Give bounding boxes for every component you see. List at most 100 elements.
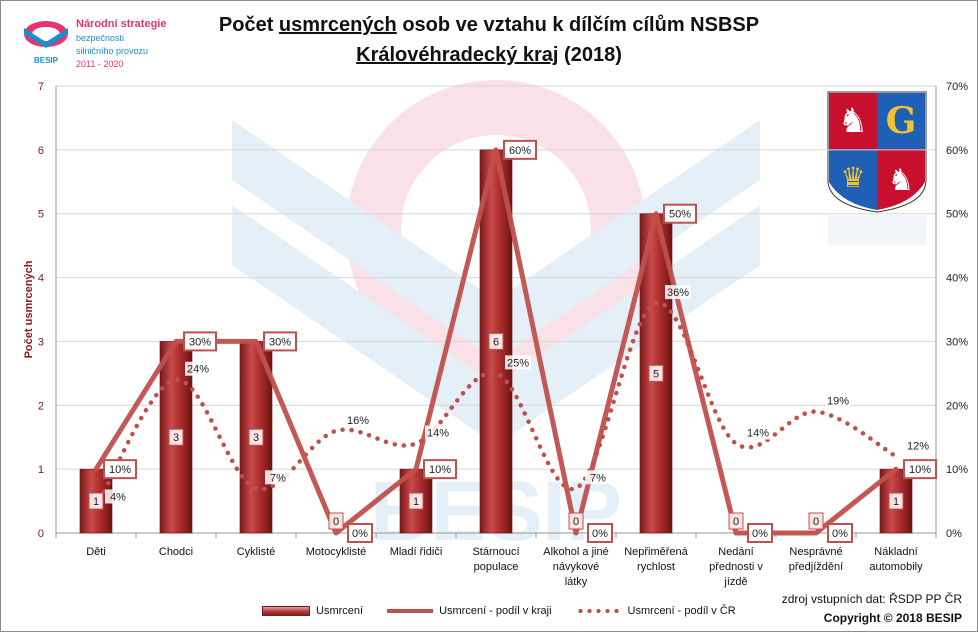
bar-value-label-group: 1 [408, 492, 424, 510]
cr-share-label-bg [185, 361, 211, 376]
y2-tick-label: 10% [946, 464, 968, 476]
cr-share-label-group: 4% [105, 489, 131, 504]
legend-swatch-dots [575, 609, 622, 613]
bar-value-label-group: 6 [488, 332, 504, 350]
chart-title: Počet usmrcených osob ve vztahu k dílčím… [219, 14, 759, 36]
region-share-label-box [183, 331, 217, 352]
x-category-label: Stárnoucí [472, 546, 519, 558]
region-share-label-group: 0% [827, 523, 853, 543]
cr-share-label-group: 7% [585, 470, 611, 485]
y-tick-label: 4 [38, 273, 44, 285]
cr-share-label-bg [905, 438, 931, 453]
bar-value-label-box [728, 512, 744, 530]
chart-subtitle: Královéhradecký kraj (2018) [356, 44, 622, 66]
x-category-label: automobily [869, 561, 923, 573]
x-category-label: Nesprávné [789, 546, 842, 558]
region-share-label-group: 0% [747, 523, 773, 543]
region-share-label-box [503, 139, 537, 160]
bar-value-label-box [248, 428, 264, 446]
bar-value-label-box [648, 364, 664, 382]
region-share-label: 50% [669, 209, 691, 221]
region-share-label-group: 30% [183, 331, 217, 352]
cr-share-label: 12% [907, 440, 929, 452]
x-category-label: Nákladní [874, 546, 917, 558]
y2-tick-label: 70% [946, 81, 968, 93]
x-category-label: návykové [553, 561, 599, 573]
bar-value-label-group: 1 [888, 492, 904, 510]
cr-share-label-group: 14% [745, 425, 771, 440]
bar-value-label-group: 3 [248, 428, 264, 446]
bar-value-label: 1 [893, 496, 899, 508]
bar-value-label-box [568, 512, 584, 530]
cr-share-label-bg [345, 412, 371, 427]
bar-value-label-group: 3 [168, 428, 184, 446]
region-share-label-group: 10% [903, 459, 937, 480]
region-share-label: 0% [752, 528, 768, 540]
region-share-label-box [103, 459, 137, 480]
chart-legend: Usmrcení Usmrcení - podíl v kraji Usmrce… [262, 602, 760, 620]
cr-share-label-bg [105, 489, 131, 504]
svg-text:♞: ♞ [838, 101, 868, 141]
cr-share-label-bg [585, 470, 611, 485]
region-share-label-box [263, 331, 297, 352]
coat-of-arms-emblem: ♞ G ♛ ♞ [827, 91, 927, 245]
region-share-label-box [747, 523, 773, 543]
region-share-label-box [423, 459, 457, 480]
bar-value-label-box [488, 332, 504, 350]
besip-logo: BESIP Národní strategie bezpečnosti siln… [24, 18, 166, 69]
svg-text:G: G [886, 100, 917, 142]
x-category-label: Nedání [718, 546, 753, 558]
bar-value-label-group: 0 [808, 512, 824, 530]
svg-text:♛: ♛ [840, 161, 865, 194]
region-share-label: 30% [189, 336, 211, 348]
bar-value-label-box [408, 492, 424, 510]
region-share-label: 10% [909, 464, 931, 476]
y2-tick-label: 30% [946, 336, 968, 348]
legend-label-bars: Usmrcení [316, 605, 364, 617]
logo-line2: bezpečnosti [76, 33, 124, 43]
legend-label-cr-share: Usmrcení - podíl v ČR [627, 605, 736, 617]
cr-share-label-group: 25% [505, 355, 531, 370]
bar-value-label: 5 [653, 368, 659, 380]
bar-value-label-box [88, 492, 104, 510]
cr-share-label-group: 36% [665, 285, 691, 300]
bar-value-label-box [168, 428, 184, 446]
y-tick-label: 1 [38, 464, 44, 476]
region-share-label-group: 0% [587, 523, 613, 543]
bar-value-label-group: 0 [328, 512, 344, 530]
y2-tick-label: 20% [946, 400, 968, 412]
cr-share-label-bg [265, 470, 291, 485]
x-category-label: přednosti v [709, 561, 763, 573]
region-share-label: 30% [269, 336, 291, 348]
legend-swatch-line [387, 609, 434, 613]
x-category-label: Nepřiměřená [624, 546, 688, 558]
cr-share-label: 36% [667, 287, 689, 299]
region-share-label-group: 10% [423, 459, 457, 480]
region-share-label: 0% [832, 528, 848, 540]
y-tick-label: 3 [38, 336, 44, 348]
cr-share-label-bg [745, 425, 771, 440]
legend-item-cr-share: Usmrcení - podíl v ČR [575, 605, 736, 617]
cr-share-label-bg [825, 393, 851, 408]
region-share-label: 60% [509, 145, 531, 157]
x-category-label: Alkohol a jiné [543, 546, 608, 558]
logo-line3: silničního provozu [76, 46, 148, 56]
cr-share-label-group: 14% [425, 425, 451, 440]
region-share-label-group: 10% [103, 459, 137, 480]
cr-share-label: 7% [270, 472, 286, 484]
region-share-label-box [663, 203, 697, 224]
x-category-label: populace [474, 561, 519, 573]
bar-value-label-group: 5 [648, 364, 664, 382]
x-category-label: Motocyklisté [306, 546, 367, 558]
y2-tick-label: 50% [946, 209, 968, 221]
y2-tick-label: 40% [946, 273, 968, 285]
bar-value-label-box [808, 512, 824, 530]
cr-share-label: 14% [747, 428, 769, 440]
cr-share-label-group: 16% [345, 412, 371, 427]
logo-line4: 2011 - 2020 [76, 59, 123, 69]
y-axis-title: Počet usmrcených [23, 260, 35, 358]
region-share-label-group: 60% [503, 139, 537, 160]
cr-share-label: 19% [827, 396, 849, 408]
bar-value-label-group: 1 [88, 492, 104, 510]
